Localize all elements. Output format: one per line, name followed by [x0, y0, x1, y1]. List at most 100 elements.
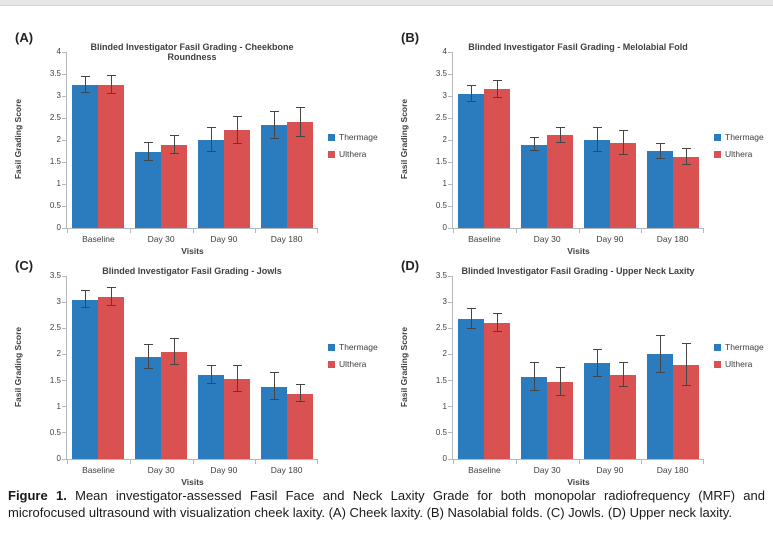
error-bar	[299, 385, 301, 403]
y-tick-label: 1.5	[49, 375, 61, 385]
panel-label-b: (B)	[401, 30, 420, 45]
y-tick-label: 3.5	[435, 69, 447, 78]
chart-title-b: Blinded Investigator Fasil Grading - Mel…	[468, 42, 688, 52]
x-tick	[703, 229, 704, 233]
x-tick	[192, 460, 194, 464]
y-tick-label: 0.5	[49, 201, 61, 210]
error-bar-cap	[493, 331, 503, 333]
y-tick-label: 1.5	[49, 157, 61, 166]
error-bar-cap	[592, 375, 602, 377]
y-tick	[62, 327, 66, 329]
error-bar-cap	[592, 126, 602, 128]
error-bar	[596, 349, 598, 377]
legend-label: Thermage	[725, 132, 764, 142]
legend-item-ulthera: Ulthera	[714, 149, 764, 159]
y-tick	[62, 458, 66, 460]
error-bar-cap	[530, 137, 540, 139]
error-bar-cap	[655, 142, 665, 144]
error-bar-cap	[170, 135, 180, 137]
error-bar-cap	[556, 126, 566, 128]
thermage-swatch-icon	[328, 343, 335, 351]
y-tick-label: 2	[442, 349, 447, 359]
figure-caption-text: Mean investigator-assessed Fasil Face an…	[8, 488, 765, 520]
x-tick	[453, 460, 454, 464]
bar-thermage	[521, 144, 548, 228]
y-tick-label: 1	[56, 179, 61, 188]
error-bar-cap	[206, 127, 216, 129]
bar-ulthera	[223, 379, 250, 459]
y-tick-label: 0.5	[49, 427, 61, 437]
error-bar-cap	[493, 312, 503, 314]
error-bar-cap	[81, 92, 91, 94]
legend-item-thermage: Thermage	[714, 132, 764, 142]
legend-item-thermage: Thermage	[714, 342, 764, 352]
plot-area: Visits 0 0.5 1 1.5 2 2.5 3 3.5 Baseline Day 30 Day…	[50, 271, 318, 487]
y-tick-label: 1	[56, 401, 61, 411]
y-tick	[62, 432, 66, 434]
bar-ulthera	[672, 156, 699, 228]
error-bar-cap	[232, 116, 242, 118]
figure-caption: Figure 1. Mean investigator-assessed Fas…	[8, 487, 765, 521]
category-label: Day 90	[596, 234, 624, 244]
error-bar-cap	[269, 372, 279, 374]
legend: Thermage Ulthera	[714, 132, 764, 166]
y-tick-label: 2.5	[49, 323, 61, 333]
error-bar	[85, 291, 87, 308]
y-tick	[448, 458, 452, 460]
ulthera-swatch-icon	[328, 150, 335, 158]
error-bar-cap	[655, 334, 665, 336]
error-bar-cap	[592, 151, 602, 153]
figure-caption-label: Figure 1.	[8, 488, 67, 503]
y-tick-label: 0	[442, 454, 447, 463]
error-bar	[111, 76, 113, 94]
error-bar	[174, 136, 176, 154]
bar-thermage	[72, 85, 99, 228]
plot-area: Visits 0 0.5 1 1.5 2 2.5 3 3.5 4 Baseline Day 30 Da…	[50, 47, 318, 256]
error-bar-cap	[107, 92, 117, 94]
x-tick	[515, 229, 517, 233]
error-bar	[210, 128, 212, 152]
x-tick	[255, 229, 257, 233]
error-bar-cap	[170, 152, 180, 154]
x-tick	[317, 229, 318, 233]
x-tick	[578, 460, 580, 464]
error-bar	[236, 365, 238, 393]
error-bar-cap	[592, 348, 602, 350]
legend-label: Thermage	[339, 132, 378, 142]
y-tick	[62, 183, 66, 185]
error-bar-cap	[206, 383, 216, 385]
x-tick	[641, 229, 643, 233]
y-tick	[448, 227, 452, 229]
legend-item-ulthera: Ulthera	[328, 149, 378, 159]
y-tick	[448, 432, 452, 434]
category-label: Baseline	[82, 234, 115, 244]
error-bar	[534, 362, 536, 392]
category-label: Day 180	[270, 234, 303, 244]
x-tick	[515, 460, 517, 464]
error-bar-cap	[81, 75, 91, 77]
y-tick	[448, 51, 452, 53]
error-bar-cap	[144, 160, 154, 162]
chart-grid: (A) Blinded Investigator Fasil Grading -…	[0, 6, 773, 487]
panel-label-a: (A)	[15, 30, 34, 45]
error-bar-cap	[467, 327, 477, 329]
error-bar	[659, 335, 661, 374]
bar-ulthera	[609, 142, 636, 228]
error-bar-cap	[144, 141, 154, 143]
bar-thermage	[197, 140, 224, 228]
bar-ulthera	[484, 89, 511, 228]
y-tick-label: 3	[442, 297, 447, 307]
x-tick	[641, 460, 643, 464]
bar-ulthera	[484, 323, 511, 459]
error-bar	[560, 368, 562, 397]
error-bar-cap	[206, 150, 216, 152]
panel-label-d: (D)	[401, 258, 420, 273]
error-bar-cap	[295, 401, 305, 403]
y-tick-label: 3	[56, 91, 61, 100]
category-label: Baseline	[468, 465, 501, 475]
error-bar	[622, 130, 624, 155]
legend-item-ulthera: Ulthera	[714, 359, 764, 369]
error-bar-cap	[467, 84, 477, 86]
bar-ulthera	[547, 135, 574, 228]
